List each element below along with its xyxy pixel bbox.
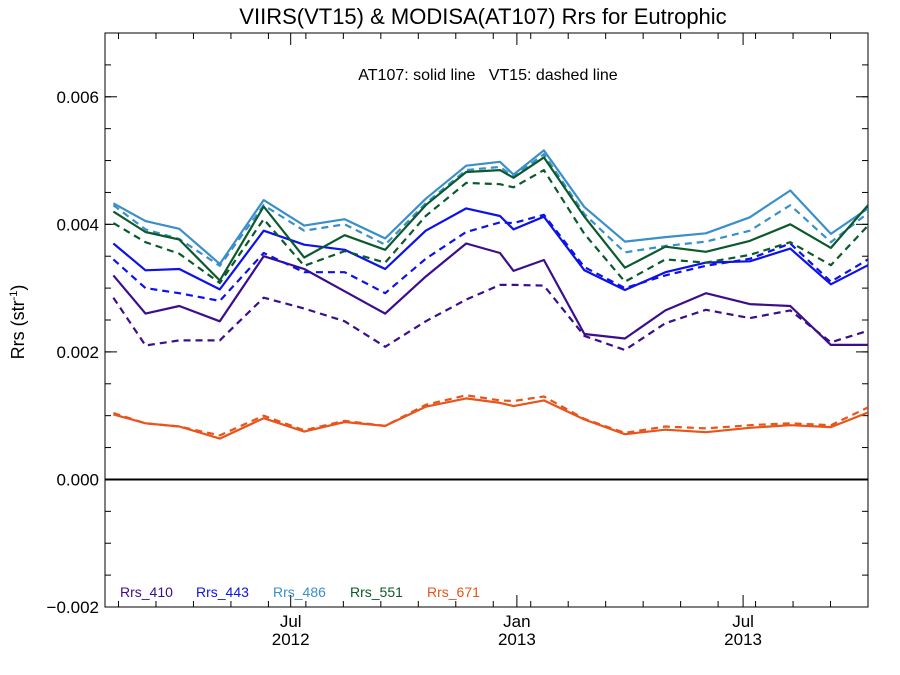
chart-title: VIIRS(VT15) & MODISA(AT107) Rrs for Eutr… <box>239 4 726 29</box>
x-tick-label: Jul <box>732 612 754 631</box>
y-tick-label: 0.006 <box>56 88 99 107</box>
legend-entry-Rrs_443: Rrs_443 <box>196 584 249 600</box>
series-Rrs_486-dashed <box>112 153 868 267</box>
y-axis-label-sup: -1 <box>8 291 20 301</box>
chart-annotation: AT107: solid line VT15: dashed line <box>358 67 618 84</box>
y-axis-label-close: ) <box>8 285 28 291</box>
legend-entry-Rrs_671: Rrs_671 <box>427 584 480 600</box>
series-Rrs_410-solid <box>112 242 868 346</box>
legend-entry-Rrs_410: Rrs_410 <box>120 584 173 600</box>
y-tick-label: 0.002 <box>56 343 99 362</box>
x-tick-label: Jul <box>280 612 302 631</box>
series-Rrs_551-solid <box>112 156 868 282</box>
y-axis-label: Rrs (str-1) <box>8 285 28 360</box>
y-axis-label-main: Rrs (str <box>8 300 28 359</box>
series-Rrs_410-dashed <box>112 283 868 352</box>
series-Rrs_486-solid <box>112 149 868 265</box>
legend-entry-Rrs_486: Rrs_486 <box>273 584 326 600</box>
y-tick-label: 0.004 <box>56 215 99 234</box>
y-tick-label: 0.000 <box>56 470 99 489</box>
series-Rrs_551-dashed <box>112 169 868 285</box>
x-tick-year: 2013 <box>498 630 536 649</box>
series-Rrs_671-solid <box>113 397 868 440</box>
x-tick-year: 2013 <box>724 630 762 649</box>
x-tick-label: Jan <box>503 612 530 631</box>
legend-entry-Rrs_551: Rrs_551 <box>350 584 403 600</box>
plot-area: 0.0060.0040.0020.000−0.002Jul2012Jan2013… <box>47 32 869 649</box>
y-tick-label: −0.002 <box>47 598 99 617</box>
series-Rrs_443-solid <box>112 207 868 292</box>
series-Rrs_671-dashed <box>113 394 868 437</box>
x-tick-year: 2012 <box>272 630 310 649</box>
